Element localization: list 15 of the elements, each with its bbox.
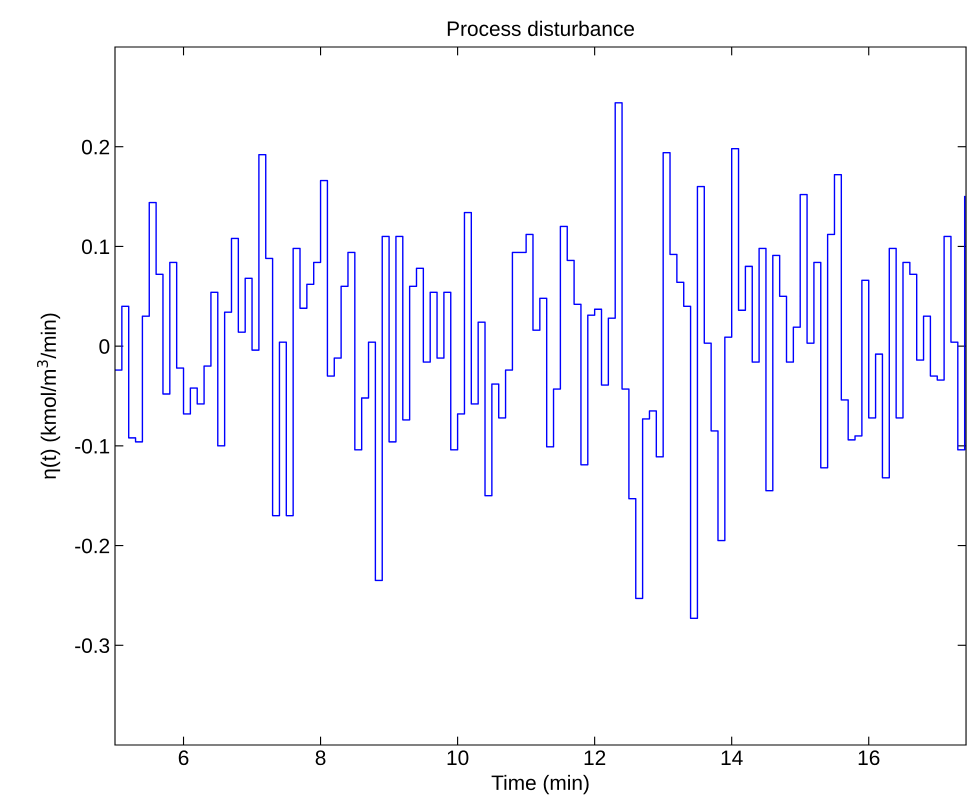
x-axis-title: Time (min) (492, 774, 589, 794)
x-tick-label: 10 (448, 750, 468, 766)
x-tick-label: 8 (316, 750, 326, 766)
y-axis-title: η(t) (kmol/m$^{3}$/min) (37, 314, 60, 479)
x-tick-label: 14 (722, 750, 743, 765)
y-tick-label: 0 (99, 339, 110, 354)
x-tick-label: 16 (858, 750, 880, 766)
y-tick-label: 0.2 (82, 140, 110, 154)
x-tick-label: 6 (178, 750, 188, 766)
x-tick-label: 12 (584, 750, 606, 765)
y-tick-label: -0.3 (75, 638, 110, 654)
chart-title: Process disturbance (448, 20, 634, 36)
y-tick-label: -0.2 (75, 538, 110, 554)
y-tick-label: -0.1 (75, 438, 110, 454)
y-tick-label: 0.1 (82, 239, 110, 254)
